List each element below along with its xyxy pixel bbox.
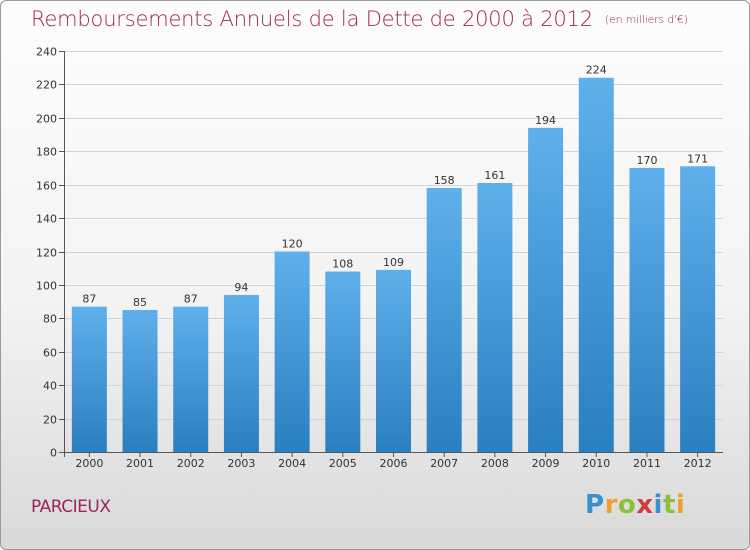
bar <box>629 167 665 453</box>
bar <box>173 306 209 452</box>
bar-value-label: 85 <box>133 296 147 309</box>
y-tick-label: 100 <box>36 280 57 293</box>
x-tick-label: 2003 <box>227 457 255 470</box>
chart-unit: (en milliers d'€) <box>604 13 688 26</box>
x-tick-label: 2005 <box>329 457 357 470</box>
y-tick-label: 160 <box>36 180 57 193</box>
bar-value-label: 109 <box>383 256 404 269</box>
commune-name: PARCIEUX <box>31 497 111 517</box>
bar-value-label: 170 <box>636 154 657 167</box>
x-tick-label: 2011 <box>633 457 661 470</box>
logo-letter: o <box>617 490 637 520</box>
bar <box>578 77 614 452</box>
x-tick-label: 2006 <box>380 457 408 470</box>
x-tick-label: 2002 <box>177 457 205 470</box>
bar <box>122 309 158 452</box>
bar-value-label: 87 <box>82 293 96 306</box>
y-tick-label: 80 <box>43 313 57 326</box>
bar <box>376 269 411 452</box>
bar-value-label: 224 <box>586 64 607 77</box>
logo-letter: i <box>653 490 663 520</box>
bars: 87 85 87 94 120 108 109 158 161 194 224 170 171 <box>71 64 716 453</box>
bar <box>477 182 513 452</box>
axes: 0 20 40 60 80 100 120 140 160 180 200 220 240 2000 200… <box>36 46 723 470</box>
x-tick-label: 2008 <box>481 457 509 470</box>
bar-value-label: 120 <box>282 238 303 251</box>
bar <box>325 271 361 452</box>
x-tick-label: 2000 <box>75 457 103 470</box>
logo-letter: t <box>662 490 676 520</box>
logo-letter: x <box>636 490 654 520</box>
bar <box>274 251 310 452</box>
logo-letter: P <box>585 490 605 520</box>
bar-value-label: 108 <box>332 258 353 271</box>
bar-value-label: 87 <box>184 293 198 306</box>
bar <box>223 294 259 452</box>
x-tick-label: 2004 <box>278 457 306 470</box>
y-tick-label: 220 <box>36 79 57 92</box>
bar-value-label: 94 <box>234 281 248 294</box>
y-tick-label: 200 <box>36 113 57 126</box>
bar <box>680 166 716 452</box>
y-tick-label: 180 <box>36 146 57 159</box>
y-tick-label: 120 <box>36 247 57 260</box>
y-tick-label: 0 <box>50 447 57 460</box>
proxiti-logo[interactable]: Proxiti <box>585 490 685 520</box>
y-tick-label: 40 <box>43 380 57 393</box>
bar-value-label: 158 <box>434 174 455 187</box>
x-tick-label: 2012 <box>684 457 712 470</box>
bar-value-label: 161 <box>484 169 505 182</box>
x-tick-label: 2009 <box>532 457 560 470</box>
bar <box>426 188 462 452</box>
x-tick-label: 2001 <box>126 457 154 470</box>
bar-value-label: 194 <box>535 114 556 127</box>
chart-title-text: Remboursements Annuels de la Dette de 20… <box>31 7 593 31</box>
logo-letter: i <box>675 490 686 520</box>
chart-title: Remboursements Annuels de la Dette de 20… <box>31 7 688 31</box>
logo-letter: r <box>604 490 618 520</box>
x-tick-label: 2010 <box>582 457 610 470</box>
y-tick-label: 240 <box>36 46 57 59</box>
y-tick-label: 20 <box>43 414 57 427</box>
x-tick-label: 2007 <box>430 457 458 470</box>
bar <box>528 127 564 452</box>
bar-value-label: 171 <box>687 152 708 165</box>
y-tick-label: 140 <box>36 213 57 226</box>
bar <box>71 306 107 452</box>
y-tick-label: 60 <box>43 347 57 360</box>
